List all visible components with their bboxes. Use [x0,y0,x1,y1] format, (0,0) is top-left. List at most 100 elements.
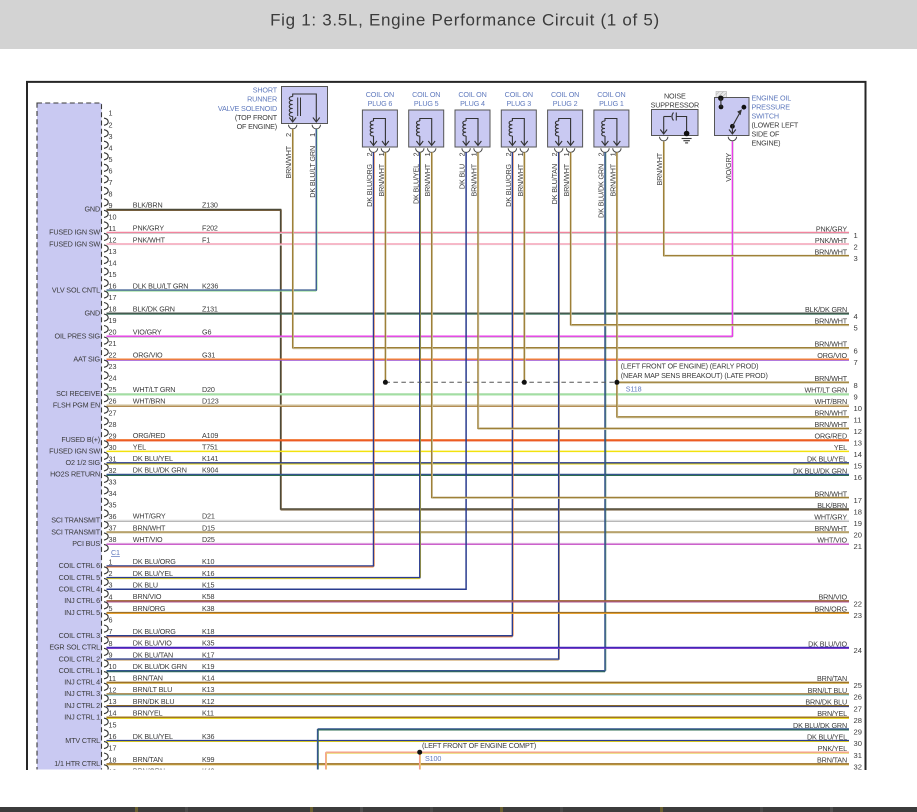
svg-text:INJ CTRL 5: INJ CTRL 5 [64,608,100,617]
svg-text:25: 25 [109,385,117,394]
svg-text:BRN/TAN: BRN/TAN [133,674,163,683]
svg-text:C1: C1 [111,548,120,557]
svg-text:GND: GND [84,308,100,317]
svg-text:SCI RECEIVE: SCI RECEIVE [56,389,100,398]
svg-text:17: 17 [854,496,862,505]
svg-text:DK BLU/LT GRN: DK BLU/LT GRN [308,146,317,198]
svg-text:15: 15 [854,462,862,471]
svg-text:ENGINE OIL: ENGINE OIL [752,94,792,103]
svg-text:BRN/ORG: BRN/ORG [815,604,848,613]
svg-text:(TOP FRONT: (TOP FRONT [235,113,278,122]
svg-text:34: 34 [109,489,117,498]
svg-text:31: 31 [854,751,862,760]
svg-text:PLUG 2: PLUG 2 [553,99,578,108]
svg-text:15: 15 [109,270,117,279]
svg-text:30: 30 [854,739,862,748]
svg-text:ORG/RED: ORG/RED [133,431,166,440]
svg-text:WHT/GRY: WHT/GRY [814,512,847,521]
svg-text:BRN/TAN: BRN/TAN [817,674,847,683]
svg-text:BRN/WHT: BRN/WHT [470,163,479,196]
svg-text:10: 10 [109,212,117,221]
svg-text:11: 11 [109,224,116,233]
svg-text:4: 4 [109,592,113,601]
svg-text:SHORT: SHORT [253,86,278,95]
svg-text:BRN/WHT: BRN/WHT [815,317,848,326]
svg-text:INJ CTRL 1: INJ CTRL 1 [64,713,100,722]
svg-text:Fig 1: 3.5L, Engine Performanc: Fig 1: 3.5L, Engine Performance Circuit … [270,11,660,30]
svg-text:DK BLU/ORG: DK BLU/ORG [133,627,176,636]
svg-text:BRN/VIO: BRN/VIO [818,593,847,602]
svg-text:K16: K16 [202,569,214,578]
svg-text:28: 28 [854,716,862,725]
svg-text:COIL CTRL 5: COIL CTRL 5 [59,573,101,582]
svg-text:BRN/DK BLU: BRN/DK BLU [133,697,175,706]
svg-text:33: 33 [109,477,117,486]
svg-text:21: 21 [109,339,117,348]
svg-text:D21: D21 [202,512,215,521]
svg-text:PNK/GRY: PNK/GRY [816,224,848,233]
svg-text:DK BLU/DK GRN: DK BLU/DK GRN [133,466,187,475]
svg-text:18: 18 [109,305,117,314]
svg-text:37: 37 [109,524,117,533]
svg-text:VIO/GRY: VIO/GRY [133,327,162,336]
svg-text:WHT/BRN: WHT/BRN [133,397,166,406]
svg-text:K13: K13 [202,685,214,694]
svg-text:WHT/BRN: WHT/BRN [815,397,848,406]
svg-text:COIL ON: COIL ON [551,90,579,99]
svg-text:BRN/WHT: BRN/WHT [562,163,571,196]
svg-text:DK BLU/DK GRN: DK BLU/DK GRN [793,721,847,730]
svg-text:1: 1 [109,109,113,118]
svg-text:DK BLU/ORG: DK BLU/ORG [133,557,176,566]
svg-text:8: 8 [109,639,113,648]
svg-text:3: 3 [854,254,858,263]
svg-text:1: 1 [308,133,317,137]
svg-text:25: 25 [854,681,862,690]
svg-text:GND: GND [84,205,100,214]
svg-text:MTV CTRL: MTV CTRL [65,736,100,745]
svg-text:24: 24 [109,374,117,383]
svg-text:6: 6 [109,166,113,175]
svg-text:COIL CTRL 1: COIL CTRL 1 [59,666,101,675]
svg-text:RUNNER: RUNNER [247,95,277,104]
svg-text:BRN/WHT: BRN/WHT [815,409,848,418]
svg-text:16: 16 [854,473,862,482]
svg-text:FUSED IGN SW: FUSED IGN SW [49,239,100,248]
svg-text:14: 14 [109,709,117,718]
svg-text:18: 18 [854,508,862,517]
svg-text:18: 18 [109,755,117,764]
svg-text:1: 1 [854,231,858,240]
svg-text:BRN/TAN: BRN/TAN [133,755,163,764]
svg-text:BRN/YEL: BRN/YEL [817,709,847,718]
svg-text:K40: K40 [202,767,214,776]
svg-text:INJ CTRL 2: INJ CTRL 2 [64,701,100,710]
svg-text:BRN/TAN: BRN/TAN [817,756,847,765]
svg-text:5: 5 [109,604,113,613]
svg-text:2: 2 [504,152,513,156]
svg-text:K11: K11 [202,709,214,718]
svg-text:SCI TRANSMIT: SCI TRANSMIT [51,516,101,525]
svg-text:(LEFT FRONT OF ENGINE) (EARLY: (LEFT FRONT OF ENGINE) (EARLY PROD) [621,361,759,370]
svg-text:BRN/WHT: BRN/WHT [815,420,848,429]
svg-text:G31: G31 [202,351,215,360]
svg-text:6: 6 [109,616,113,625]
svg-text:FLSH PGM EN: FLSH PGM EN [53,401,100,410]
svg-text:DK BLU/DK GRN: DK BLU/DK GRN [133,662,187,671]
svg-text:20: 20 [854,531,862,540]
svg-text:BRN/WHT: BRN/WHT [815,524,848,533]
svg-text:1: 1 [109,557,113,566]
svg-text:PLUG 4: PLUG 4 [460,99,485,108]
svg-text:8: 8 [109,189,113,198]
svg-text:22: 22 [854,600,862,609]
svg-text:PNK/GRY: PNK/GRY [133,224,165,233]
svg-text:OF ENGINE): OF ENGINE) [237,122,277,131]
svg-text:19: 19 [854,519,862,528]
svg-text:VALVE SOLENOID: VALVE SOLENOID [218,104,277,113]
svg-text:VLV SOL CNTL: VLV SOL CNTL [52,285,100,294]
svg-text:11: 11 [109,674,116,683]
svg-text:4: 4 [854,312,858,321]
svg-text:1: 1 [470,152,479,156]
svg-text:22: 22 [109,351,117,360]
svg-text:PLUG 6: PLUG 6 [368,99,393,108]
svg-text:Z131: Z131 [202,304,218,313]
svg-text:23: 23 [854,611,862,620]
